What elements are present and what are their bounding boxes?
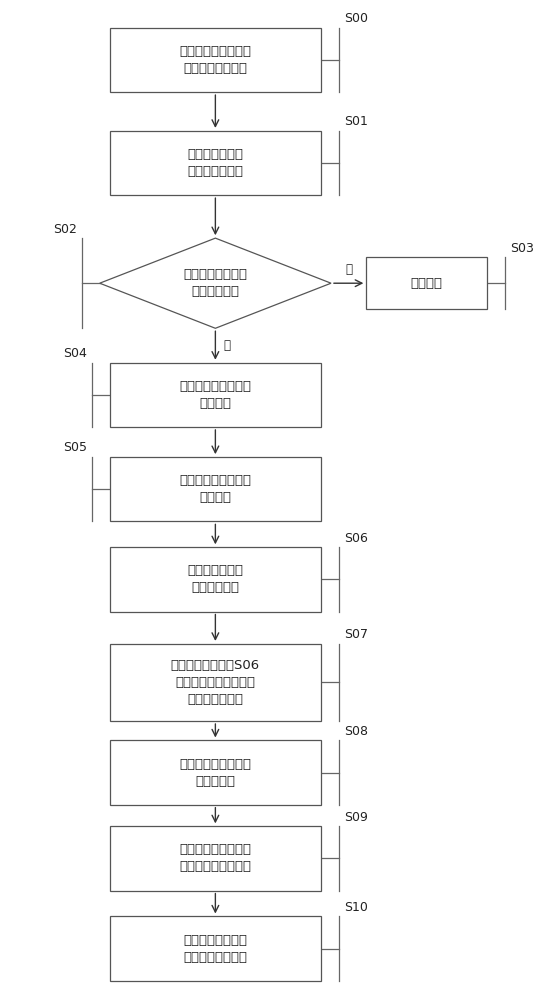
Text: 上位机分析测试数
据，显示判定结果: 上位机分析测试数 据，显示判定结果	[183, 934, 247, 964]
Text: S07: S07	[345, 628, 369, 641]
Text: 否: 否	[345, 263, 352, 276]
FancyBboxPatch shape	[110, 916, 321, 981]
Text: S06: S06	[345, 532, 369, 545]
Text: S09: S09	[345, 811, 369, 824]
Text: 上位机发送测试参数
至测量单元: 上位机发送测试参数 至测量单元	[179, 758, 251, 788]
FancyBboxPatch shape	[110, 28, 321, 92]
Text: S04: S04	[63, 347, 87, 360]
Text: S05: S05	[63, 441, 87, 454]
Text: S02: S02	[53, 223, 77, 236]
FancyBboxPatch shape	[110, 131, 321, 195]
FancyBboxPatch shape	[110, 826, 321, 891]
Text: 待测动力电池包
条码输入上位机: 待测动力电池包 条码输入上位机	[187, 148, 243, 178]
FancyBboxPatch shape	[110, 740, 321, 805]
Text: 主控制器发送执行S06
测试步骤后，继电器矩
阵状态给上位机: 主控制器发送执行S06 测试步骤后，继电器矩 阵状态给上位机	[171, 659, 260, 706]
Text: S01: S01	[345, 115, 369, 128]
FancyBboxPatch shape	[366, 257, 487, 309]
Text: S00: S00	[345, 12, 369, 25]
Text: 按要求连接测试系统
各端口，准备测试: 按要求连接测试系统 各端口，准备测试	[179, 45, 251, 75]
Text: S10: S10	[345, 901, 369, 914]
Text: 上位机自动调用性能
测试程序: 上位机自动调用性能 测试程序	[179, 380, 251, 410]
Text: 上位机判断电池包
条码是否正确: 上位机判断电池包 条码是否正确	[183, 268, 247, 298]
FancyBboxPatch shape	[110, 644, 321, 721]
Polygon shape	[100, 238, 331, 328]
Text: 主控制器执行上位机
测试需求: 主控制器执行上位机 测试需求	[179, 474, 251, 504]
Text: 测量单元进行数据采
集，并发送至上位机: 测量单元进行数据采 集，并发送至上位机	[179, 843, 251, 873]
Text: 输出控制指令给
开关阵列单元: 输出控制指令给 开关阵列单元	[187, 564, 243, 594]
FancyBboxPatch shape	[110, 547, 321, 612]
Text: 是: 是	[223, 339, 230, 352]
Text: S08: S08	[345, 725, 369, 738]
FancyBboxPatch shape	[110, 457, 321, 521]
Text: S03: S03	[511, 242, 534, 255]
Text: 停止测试: 停止测试	[410, 277, 443, 290]
FancyBboxPatch shape	[110, 363, 321, 427]
